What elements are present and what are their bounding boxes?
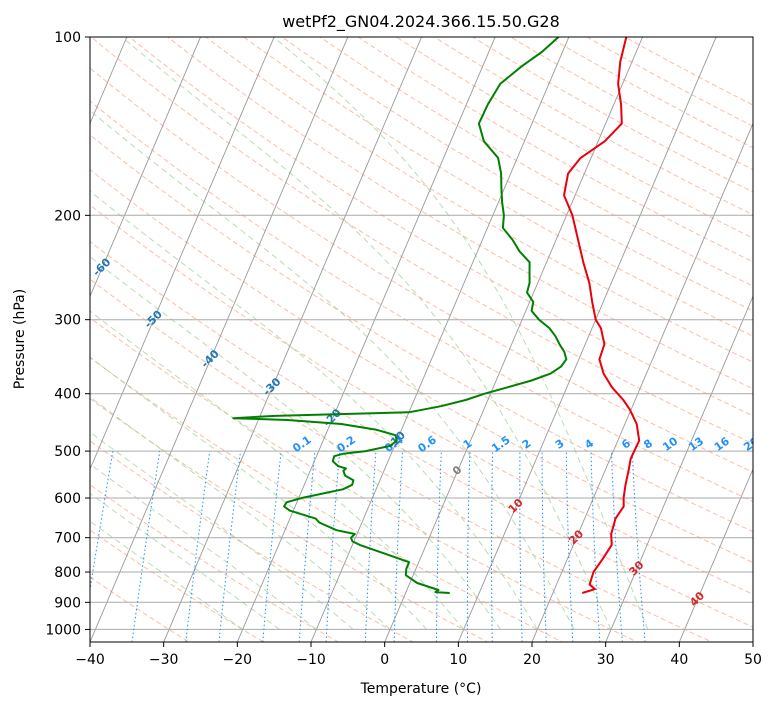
x-tick-label: −10 bbox=[296, 652, 326, 668]
moist-adiabat-line bbox=[90, 463, 317, 630]
mixing-ratio-line bbox=[611, 451, 623, 642]
isotherm-line bbox=[90, 37, 349, 642]
y-axis-title: Pressure (hPa) bbox=[12, 289, 28, 389]
mixing-ratio-line bbox=[435, 451, 442, 642]
x-tick-label: 20 bbox=[523, 652, 541, 668]
chart-title: wetPf2_GN04.2024.366.15.50.G28 bbox=[282, 12, 560, 32]
dry-adiabat-line bbox=[90, 241, 753, 628]
moist-adiabat-line bbox=[90, 431, 354, 630]
mixing-ratio-line bbox=[218, 451, 241, 642]
dry-adiabat-line bbox=[319, 37, 753, 287]
background-lines bbox=[90, 37, 753, 642]
dry-adiabat-line bbox=[281, 37, 753, 312]
axes: −40 −30 −20 −10 0 10 20 30 40 50 100 200 300 400 500 60… bbox=[45, 30, 762, 668]
dry-adiabat-line bbox=[90, 100, 753, 503]
x-tick-label: −20 bbox=[223, 652, 253, 668]
isotherm-line bbox=[236, 37, 496, 642]
mixing-ratio-line bbox=[393, 451, 403, 642]
mixing-ratio-line bbox=[519, 451, 523, 642]
y-tick-label: 100 bbox=[54, 30, 81, 46]
dry-adiabat-line bbox=[166, 37, 753, 390]
dry-adiabat-line bbox=[90, 317, 639, 642]
isotherm-line bbox=[90, 37, 275, 471]
isotherm-line bbox=[384, 37, 644, 642]
isotherm-line bbox=[310, 37, 570, 642]
mixing-ratio-line bbox=[491, 451, 494, 642]
isotherm-line bbox=[457, 37, 717, 642]
isotherm-line bbox=[678, 467, 753, 642]
x-tick-label: 30 bbox=[597, 652, 615, 668]
temperature-line bbox=[563, 37, 641, 594]
mixing-ratio-label: 20 bbox=[741, 434, 761, 454]
isotherm-line bbox=[90, 37, 202, 298]
dry-adiabat-line bbox=[128, 37, 753, 417]
moist-adiabat-line bbox=[90, 356, 428, 630]
moist-adiabat-line bbox=[90, 256, 501, 630]
x-tick-label: −30 bbox=[149, 652, 179, 668]
x-tick-label: 50 bbox=[744, 652, 762, 668]
mixing-ratio-line bbox=[262, 451, 282, 642]
isotherm-line bbox=[605, 295, 753, 642]
isotherm-line bbox=[163, 37, 423, 642]
y-tick-label: 700 bbox=[54, 531, 81, 547]
dry-adiabat-line bbox=[90, 67, 753, 473]
dry-adiabat-line bbox=[90, 168, 753, 564]
isotherm-line bbox=[90, 37, 128, 125]
dry-adiabat-line bbox=[90, 397, 489, 642]
mixing-ratio-line bbox=[364, 451, 377, 642]
mixing-ratio-line bbox=[565, 451, 574, 642]
mixing-ratio-line bbox=[466, 451, 471, 642]
plot-frame bbox=[89, 36, 754, 643]
x-tick-label: 0 bbox=[380, 652, 389, 668]
y-tick-label: 1000 bbox=[45, 622, 81, 638]
y-tick-label: 200 bbox=[54, 208, 81, 224]
mixing-ratio-line bbox=[541, 451, 547, 642]
dry-adiabat-line bbox=[242, 37, 753, 337]
y-tick-label: 900 bbox=[54, 595, 81, 611]
x-tick-label: 40 bbox=[670, 652, 688, 668]
dry-adiabat-line bbox=[90, 37, 753, 445]
y-tick-label: 500 bbox=[54, 444, 81, 460]
mixing-ratio-line bbox=[298, 451, 316, 642]
dry-adiabat-line bbox=[90, 356, 564, 642]
x-tick-label: 10 bbox=[449, 652, 467, 668]
mixing-ratio-line bbox=[590, 451, 601, 642]
y-tick-label: 400 bbox=[54, 387, 81, 403]
dry-adiabat-line bbox=[90, 484, 340, 642]
y-tick-label: 800 bbox=[54, 565, 81, 581]
dry-adiabat-line bbox=[204, 37, 753, 363]
mixing-ratio-line bbox=[631, 451, 646, 642]
mixing-ratio-line bbox=[325, 451, 341, 642]
y-tick-label: 300 bbox=[54, 313, 81, 329]
moist-adiabat-line bbox=[273, 37, 649, 630]
isotherm-line bbox=[531, 122, 753, 642]
mixing-ratio-line bbox=[131, 451, 161, 642]
dry-adiabat-line bbox=[90, 278, 713, 642]
moist-adiabat-line bbox=[90, 396, 391, 630]
dry-adiabat-line bbox=[90, 440, 414, 642]
moist-adiabat-line bbox=[90, 492, 280, 630]
x-axis-title: Temperature (°C) bbox=[360, 681, 482, 697]
moist-adiabat-line bbox=[90, 310, 465, 630]
profile-lines bbox=[232, 37, 641, 594]
mixing-ratio-line bbox=[185, 451, 211, 642]
y-tick-label: 600 bbox=[54, 491, 81, 507]
x-tick-label: −40 bbox=[75, 652, 105, 668]
moist-adiabat-line bbox=[90, 520, 243, 630]
dewpoint-line bbox=[232, 37, 568, 594]
dry-adiabat-line bbox=[90, 134, 753, 533]
dry-adiabat-line bbox=[90, 529, 265, 642]
